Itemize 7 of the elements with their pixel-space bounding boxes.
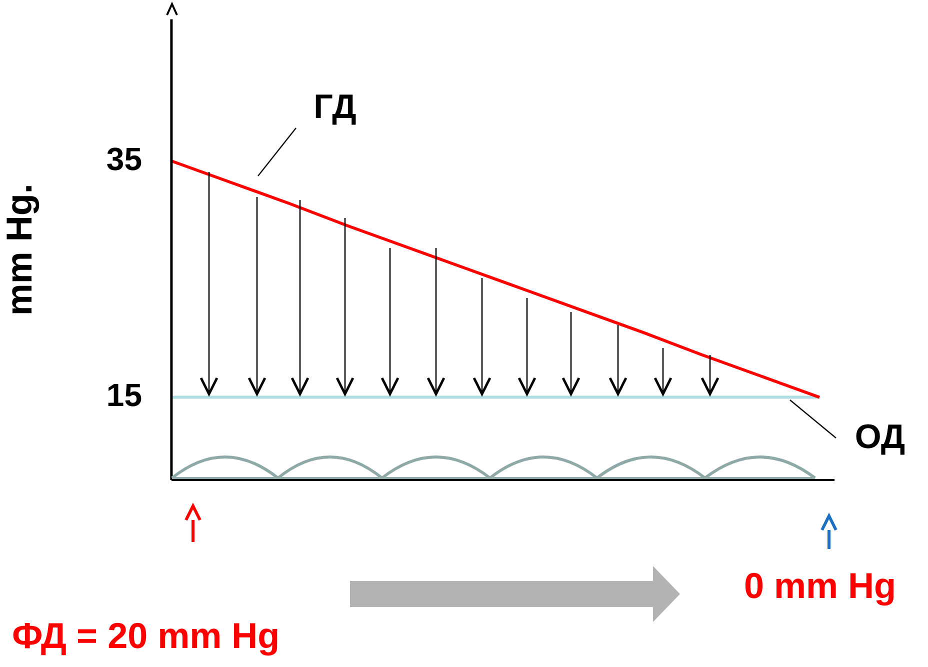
y-tick-label: 35 bbox=[106, 140, 142, 177]
annotation: ГД bbox=[314, 88, 356, 126]
text: 0 mm Hg bbox=[744, 565, 896, 606]
y-tick-label: 15 bbox=[106, 377, 142, 414]
text: ФД = 20 mm Hg bbox=[12, 615, 280, 656]
text: ОД bbox=[854, 418, 906, 456]
y-axis-title: mm Hg. bbox=[0, 184, 40, 316]
